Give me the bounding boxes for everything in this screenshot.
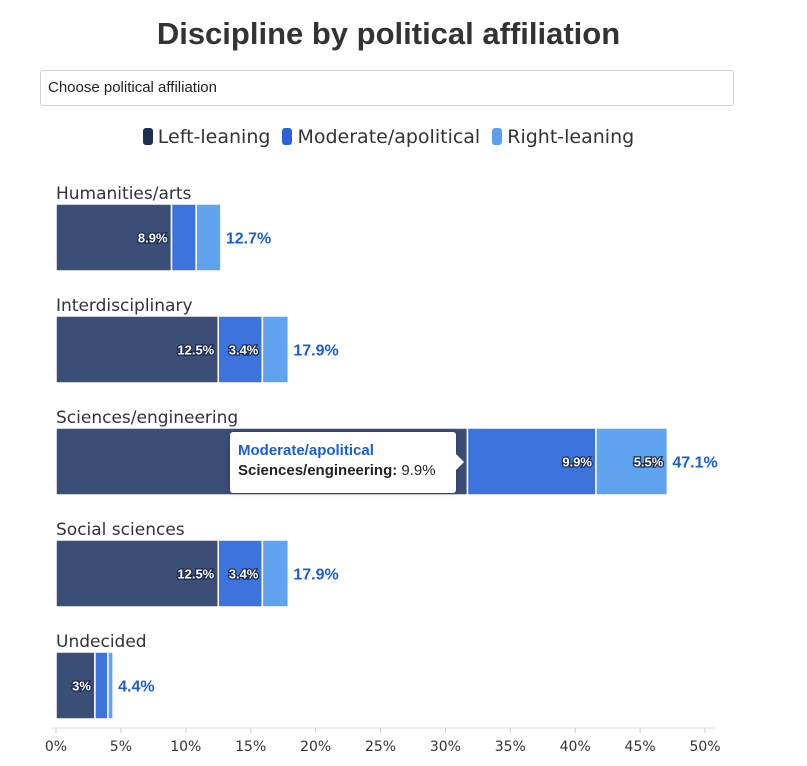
total-label-undecided: 4.4% — [118, 679, 154, 696]
segment-label-right-leaning-sciences-engineering: 5.5% — [634, 455, 664, 470]
segment-label-moderate-apolitical-interdisciplinary: 3.4% — [229, 343, 259, 358]
bar-moderate-apolitical-interdisciplinary[interactable] — [217, 315, 264, 384]
segment-label-left-leaning-interdisciplinary: 12.5% — [177, 343, 214, 358]
legend-label-left: Left-leaning — [157, 126, 271, 148]
x-tick-label-5: 5% — [110, 739, 132, 755]
legend-item-right-leaning[interactable]: Right-leaning — [492, 126, 634, 148]
legend: Left-leaning Moderate/apolitical Right-l… — [0, 126, 777, 148]
legend-swatch-left — [142, 128, 153, 145]
tooltip: Moderate/apolitical Sciences/engineering… — [230, 432, 464, 493]
x-tick-label-15: 15% — [235, 739, 266, 755]
x-tick-label-25: 25% — [365, 739, 396, 755]
category-label-undecided: Undecided — [56, 632, 147, 652]
bar-right-leaning-social-sciences[interactable] — [261, 539, 290, 608]
x-tick-label-45: 45% — [625, 739, 656, 755]
category-label-interdisciplinary: Interdisciplinary — [56, 296, 193, 316]
legend-swatch-right — [492, 128, 503, 145]
segment-label-left-leaning-humanities-arts: 8.9% — [138, 231, 168, 246]
total-label-humanities-arts: 12.7% — [226, 231, 271, 248]
legend-item-moderate[interactable]: Moderate/apolitical — [282, 126, 480, 148]
bar-right-leaning-sciences-engineering[interactable] — [595, 427, 669, 496]
x-tick-label-20: 20% — [300, 739, 331, 755]
bar-moderate-apolitical-humanities-arts[interactable] — [170, 203, 197, 272]
chart-title: Discipline by political affiliation — [156, 16, 621, 51]
bar-moderate-apolitical-social-sciences[interactable] — [217, 539, 264, 608]
legend-label-right: Right-leaning — [507, 126, 635, 148]
legend-swatch-moderate — [282, 128, 293, 145]
bar-right-leaning-undecided[interactable] — [107, 651, 114, 720]
total-label-interdisciplinary: 17.9% — [293, 343, 338, 360]
x-tick-label-35: 35% — [495, 739, 526, 755]
bar-right-leaning-interdisciplinary[interactable] — [261, 315, 290, 384]
x-tick-label-30: 30% — [430, 739, 461, 755]
segment-label-moderate-apolitical-sciences-engineering: 9.9% — [562, 455, 592, 470]
bar-moderate-apolitical-undecided[interactable] — [94, 651, 109, 720]
bar-left-leaning-humanities-arts[interactable] — [55, 203, 173, 272]
tooltip-series: Moderate/apolitical — [238, 442, 374, 459]
category-label-social-sciences: Social sciences — [56, 520, 185, 540]
category-label-humanities-arts: Humanities/arts — [56, 184, 192, 204]
bar-left-leaning-undecided[interactable] — [55, 651, 96, 720]
tooltip-category: Sciences/engineering: — [238, 462, 398, 479]
x-tick-label-10: 10% — [170, 739, 201, 755]
total-label-social-sciences: 17.9% — [293, 567, 338, 584]
bar-moderate-apolitical-sciences-engineering[interactable] — [466, 427, 597, 496]
x-tick-label-50: 50% — [689, 739, 720, 755]
x-tick-label-40: 40% — [560, 739, 591, 755]
segment-label-left-leaning-social-sciences: 12.5% — [177, 567, 214, 582]
category-label-sciences-engineering: Sciences/engineering — [56, 408, 238, 428]
tooltip-value: 9.9% — [401, 462, 436, 479]
affiliation-select[interactable]: Choose political affiliation — [40, 70, 734, 106]
bar-left-leaning-social-sciences[interactable] — [55, 539, 219, 608]
legend-item-left-leaning[interactable]: Left-leaning — [142, 126, 271, 148]
segment-label-left-leaning-undecided: 3% — [72, 679, 91, 694]
segment-label-moderate-apolitical-social-sciences: 3.4% — [229, 567, 259, 582]
x-tick-label-0: 0% — [45, 739, 67, 755]
legend-label-moderate: Moderate/apolitical — [297, 126, 481, 148]
total-label-sciences-engineering: 47.1% — [672, 455, 717, 472]
bar-right-leaning-humanities-arts[interactable] — [195, 203, 222, 272]
